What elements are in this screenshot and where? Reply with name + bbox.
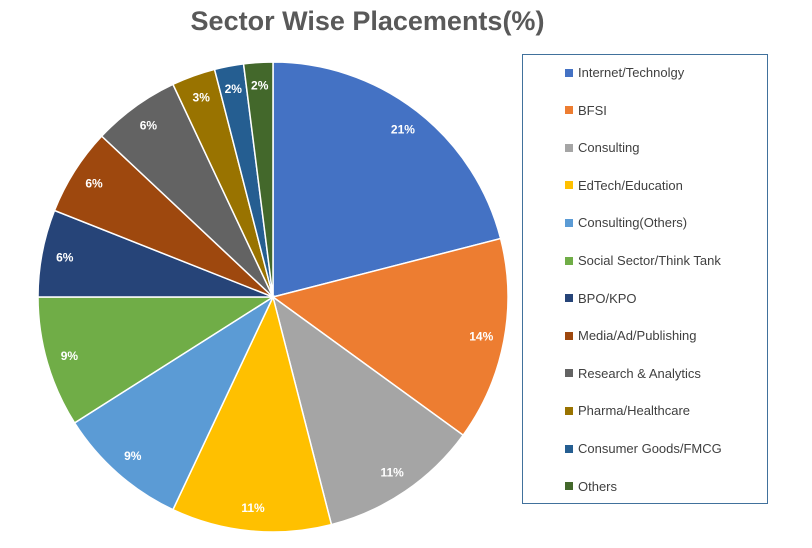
data-label: 6% — [56, 250, 74, 264]
legend-swatch — [565, 294, 573, 303]
legend-swatch — [565, 106, 573, 115]
legend-swatch — [565, 218, 573, 227]
legend-label: Consulting(Others) — [578, 215, 688, 231]
data-label: 14% — [469, 330, 493, 344]
data-label: 9% — [61, 349, 79, 363]
legend-item: Others — [565, 479, 617, 494]
legend-item: Research & Analytics — [565, 366, 701, 381]
pie-slice — [272, 61, 502, 298]
data-label: 2% — [225, 82, 243, 96]
legend-label: Internet/Technolgy — [578, 65, 685, 80]
legend-swatch — [565, 68, 573, 77]
data-label: 3% — [193, 91, 211, 105]
data-label: 6% — [140, 118, 158, 132]
pie-slice — [271, 237, 509, 437]
data-label: 11% — [241, 501, 265, 515]
legend-item: BFSI — [565, 103, 607, 118]
legend-item: BPO/KPO — [565, 291, 637, 306]
legend-label: BFSI — [578, 102, 607, 118]
data-label: 11% — [380, 465, 404, 479]
data-label: 21% — [391, 122, 415, 136]
legend-item: Social Sector/Think Tank — [565, 253, 721, 268]
legend-swatch — [565, 181, 573, 190]
data-label: 9% — [124, 449, 142, 463]
legend-label: Social Sector/Think Tank — [578, 253, 721, 268]
legend-swatch — [565, 143, 573, 152]
legend-swatch — [565, 331, 573, 340]
legend-item: EdTech/Education — [565, 178, 683, 193]
legend-swatch — [565, 256, 573, 265]
pie-slice — [37, 296, 276, 424]
legend-swatch — [565, 482, 573, 491]
legend-label: Research & Analytics — [578, 365, 701, 381]
legend-item: Media/Ad/Publishing — [565, 328, 697, 343]
data-label: 2% — [251, 78, 269, 92]
legend-item: Consulting(Others) — [565, 215, 687, 230]
pie-slice — [242, 61, 274, 298]
legend-swatch — [565, 444, 573, 453]
legend-label: BPO/KPO — [578, 290, 637, 306]
legend-label: Consulting — [578, 140, 640, 156]
legend-swatch — [565, 369, 573, 378]
pie-slice — [73, 294, 275, 511]
legend-swatch — [565, 406, 573, 415]
legend-item: Internet/Technolgy — [565, 65, 684, 80]
legend-item: Consulting — [565, 140, 639, 155]
legend: Internet/Technolgy BFSI Consulting EdTech/E… — [522, 54, 768, 504]
legend-label: Consumer Goods/FMCG — [578, 441, 722, 456]
legend-label: Media/Ad/Publishing — [578, 328, 697, 344]
legend-label: Others — [578, 478, 618, 494]
chart-title: Sector Wise Placements(%) — [190, 6, 545, 36]
data-label: 6% — [85, 176, 103, 190]
legend-item: Consumer Goods/FMCG — [565, 441, 722, 456]
pie-slice — [271, 295, 465, 526]
legend-item: Pharma/Healthcare — [565, 403, 690, 418]
legend-label: EdTech/Education — [578, 177, 683, 193]
pie-slice — [171, 294, 333, 533]
legend-label: Pharma/Healthcare — [578, 403, 690, 419]
